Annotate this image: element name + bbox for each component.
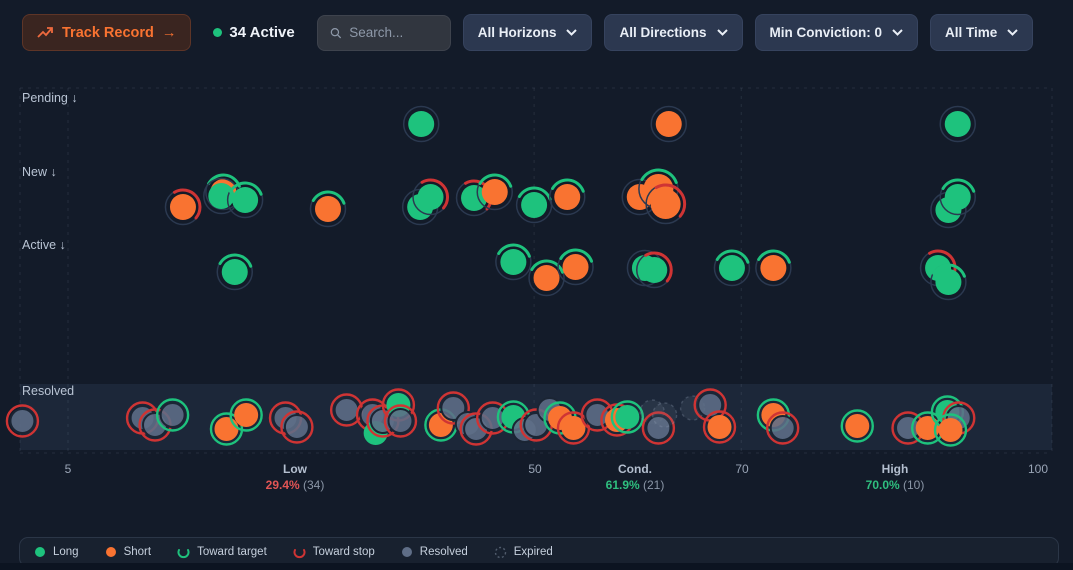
legend-toward-target-label: Toward target (197, 546, 267, 558)
long-dot-icon (34, 546, 46, 558)
resolved-dot-icon (401, 546, 413, 558)
bucket-cond-count: (21) (643, 478, 664, 492)
legend-resolved-label: Resolved (420, 546, 468, 558)
bucket-high-name: High (866, 462, 925, 476)
bottom-strip (0, 563, 1073, 570)
legend-short-label: Short (124, 546, 152, 558)
bucket-low: Low 29.4% (34) (266, 462, 325, 492)
bucket-low-count: (34) (303, 478, 324, 492)
x-tick-5: 5 (65, 462, 72, 476)
row-label-resolved: Resolved (22, 384, 74, 398)
bucket-high-count: (10) (903, 478, 924, 492)
legend-short: Short (105, 546, 152, 558)
legend-long-label: Long (53, 546, 79, 558)
target-arc-icon (177, 546, 190, 559)
x-tick-70: 70 (735, 462, 748, 476)
bucket-cond-pct: 61.9% (606, 478, 640, 492)
bucket-low-name: Low (266, 462, 325, 476)
legend-expired: Expired (494, 546, 553, 559)
x-tick-50: 50 (528, 462, 541, 476)
stop-arc-icon (293, 546, 306, 559)
row-label-pending: Pending ↓ (22, 91, 78, 105)
legend-long: Long (34, 546, 79, 558)
legend-toward-stop-label: Toward stop (313, 546, 375, 558)
bucket-cond-name: Cond. (606, 462, 665, 476)
legend-resolved: Resolved (401, 546, 468, 558)
short-dot-icon (105, 546, 117, 558)
bucket-high-pct: 70.0% (866, 478, 900, 492)
scatter-plot[interactable] (0, 0, 1073, 530)
track-record-app: Track Record → 34 Active All Horizons Al… (0, 0, 1073, 570)
legend-toward-target: Toward target (177, 546, 267, 559)
bucket-high: High 70.0% (10) (866, 462, 925, 492)
legend-toward-stop: Toward stop (293, 546, 375, 559)
expired-dot-icon (494, 546, 507, 559)
bucket-low-pct: 29.4% (266, 478, 300, 492)
legend-expired-label: Expired (514, 546, 553, 558)
row-label-active: Active ↓ (22, 238, 66, 252)
x-tick-100: 100 (1028, 462, 1048, 476)
row-label-new: New ↓ (22, 165, 57, 179)
bucket-cond: Cond. 61.9% (21) (606, 462, 665, 492)
